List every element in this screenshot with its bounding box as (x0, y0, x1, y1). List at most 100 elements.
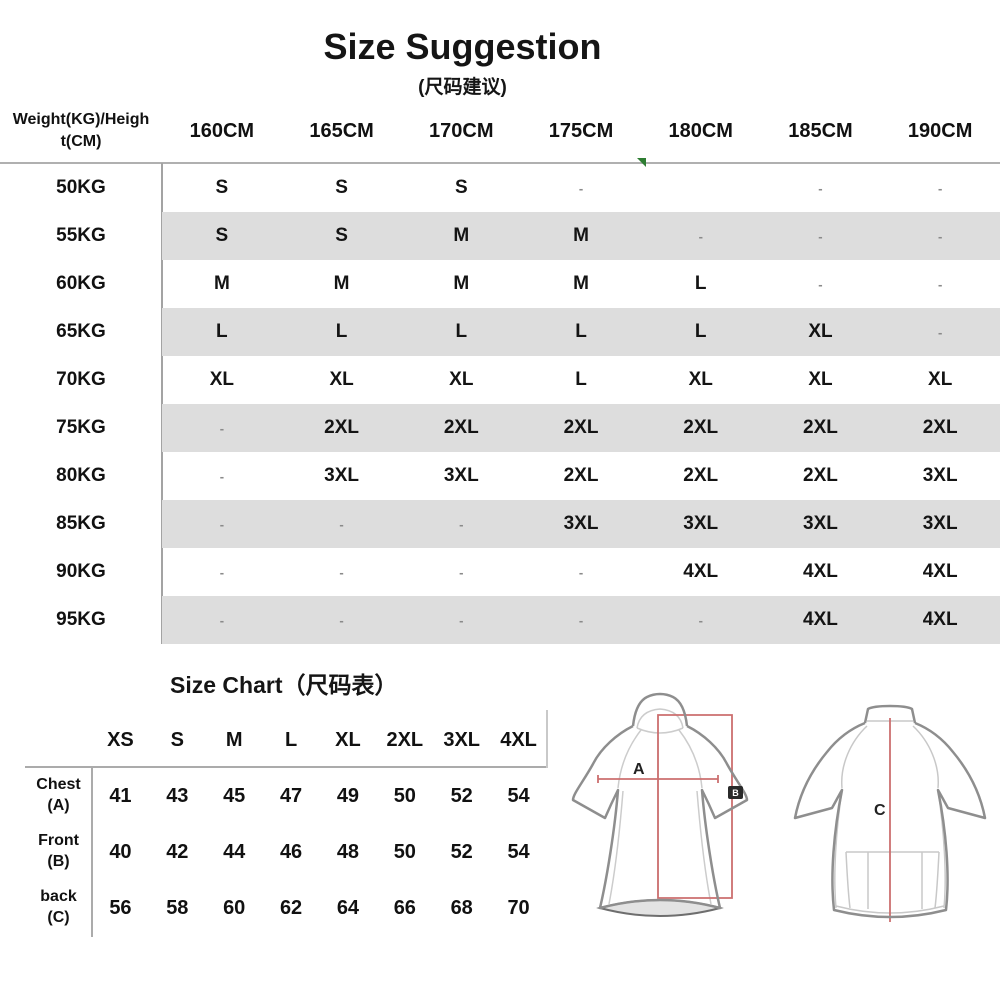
weight-label: 85KG (56, 513, 106, 534)
measurement-cell: 60 (223, 896, 246, 919)
size-cell: 3XL (443, 465, 479, 486)
size-cell: L (575, 369, 587, 390)
size-cell: 2XL (803, 417, 838, 438)
size-cell: 3XL (683, 513, 719, 534)
size-cell: 4XL (683, 561, 719, 582)
table-row: 60KG M M M M L - - (0, 260, 1000, 308)
size-cell: L (575, 321, 587, 342)
size-cell: XL (329, 369, 354, 390)
size-cell: XL (808, 369, 833, 390)
size-cell: - (219, 468, 225, 484)
size-cell: 2XL (563, 465, 599, 486)
size-cell: - (818, 228, 823, 244)
weight-label: 80KG (56, 465, 106, 486)
measure-label-a: A (633, 761, 645, 778)
size-cell: 2XL (803, 465, 838, 486)
size-cell: S (215, 177, 229, 198)
corner-header-line2: t(CM) (60, 133, 102, 150)
size-cell: 3XL (563, 513, 599, 534)
weight-label: 55KG (56, 225, 106, 246)
chest-measure-line (597, 775, 719, 783)
size-cell: 4XL (922, 609, 958, 630)
measurement-cell: 47 (279, 784, 303, 807)
size-cell: - (219, 564, 225, 580)
size-cell: S (335, 225, 348, 246)
weight-label: 70KG (56, 369, 106, 390)
measurement-cell: 52 (450, 840, 473, 863)
size-column-header: 2XL (386, 728, 424, 751)
measurement-cell: 56 (109, 896, 132, 919)
front-hem-panel (596, 899, 724, 917)
table-row: 70KG XL XL XL L XL XL XL (0, 356, 1000, 404)
weight-label: 50KG (56, 177, 106, 198)
size-cell: M (213, 273, 230, 294)
size-cell: XL (808, 321, 833, 342)
height-column-header: 185CM (788, 119, 853, 142)
measurement-label: Front (B) (38, 832, 79, 870)
measurement-cell: 46 (279, 840, 303, 863)
weight-label: 90KG (56, 561, 106, 582)
size-cell: L (455, 321, 468, 342)
size-cell: - (938, 228, 943, 244)
measurement-cell: 52 (450, 784, 473, 807)
weight-label: 95KG (56, 609, 106, 630)
back-jersey-outline (793, 721, 987, 919)
measurement-cell: 49 (336, 784, 360, 807)
size-cell: 3XL (922, 513, 958, 534)
height-column-header: 180CM (668, 119, 733, 142)
size-cell: - (459, 516, 464, 532)
page-subtitle: (尺码建议) (418, 77, 507, 98)
size-cell: - (339, 516, 344, 532)
size-cell: - (219, 516, 225, 532)
size-cell: - (818, 276, 823, 292)
size-cell: M (453, 225, 470, 246)
measurement-cell: 42 (166, 840, 189, 863)
size-cell: M (573, 273, 589, 294)
height-column-header: 160CM (189, 119, 255, 142)
size-cell: 2XL (683, 465, 719, 486)
size-cell: - (219, 612, 225, 628)
size-chart-header-row: XS S M L XL 2XL 3XL 4XL (25, 712, 547, 768)
size-chart-row: Front (B) 40 42 44 46 48 50 52 54 (25, 824, 547, 880)
size-cell: S (335, 177, 348, 198)
size-cell: - (578, 612, 584, 628)
table-row: 55KG S S M M - - - (0, 212, 1000, 260)
size-cell: 2XL (443, 417, 479, 438)
sleeve-badge (728, 786, 743, 799)
size-suggestion-header-row: Weight(KG)/Heigh t(CM) 160CM 165CM 170CM… (0, 102, 1000, 160)
back-collar-outline (863, 704, 917, 724)
size-chart-vertical-rule (91, 766, 93, 937)
size-cell: M (333, 273, 350, 294)
size-column-header: XS (107, 728, 134, 751)
size-cell: 2XL (563, 417, 599, 438)
table-row: 80KG - 3XL 3XL 2XL 2XL 2XL 3XL (0, 452, 1000, 500)
size-cell: L (694, 321, 707, 342)
front-jersey-outline (571, 724, 749, 910)
size-cell: - (578, 564, 584, 580)
front-inner-seams (608, 708, 712, 905)
size-cell: XL (449, 369, 474, 390)
size-cell: 3XL (803, 513, 838, 534)
size-cell: 3XL (922, 465, 958, 486)
size-cell: M (573, 225, 589, 246)
size-cell: L (694, 273, 707, 294)
green-corner-marker-icon (637, 158, 646, 167)
table-vertical-rule (161, 163, 163, 644)
size-cell: - (459, 564, 464, 580)
size-cell: - (698, 612, 703, 628)
measurement-cell: 40 (109, 840, 132, 863)
measurement-cell: 62 (279, 896, 303, 919)
measurement-cell: 44 (223, 840, 246, 863)
corner-header-line1: Weight(KG)/Heigh (12, 111, 150, 129)
back-jersey-svg: C (793, 704, 987, 922)
table-row: 90KG - - - - 4XL 4XL 4XL (0, 548, 1000, 596)
size-cell: - (459, 612, 464, 628)
measurement-label: back (C) (40, 888, 77, 926)
weight-label: 65KG (56, 321, 106, 342)
measurement-cell: 43 (166, 784, 189, 807)
table-row: 95KG - - - - - 4XL 4XL (0, 596, 1000, 644)
size-column-header: 4XL (500, 728, 537, 751)
size-column-header: 3XL (443, 728, 481, 751)
measurement-cell: 54 (507, 784, 530, 807)
table-top-rule (0, 162, 1000, 164)
